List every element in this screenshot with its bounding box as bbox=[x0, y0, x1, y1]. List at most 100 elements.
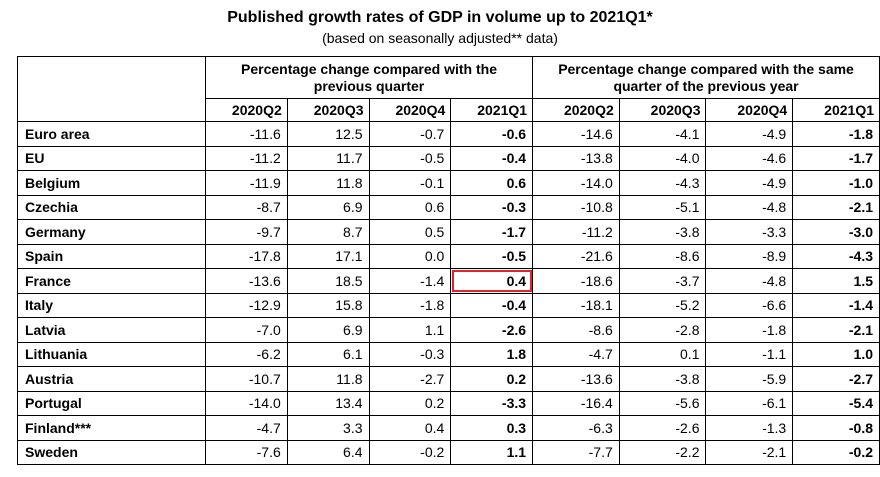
value-cell-prev-quarter: 1.8 bbox=[450, 341, 534, 367]
value-cell-prev-year: -2.1 bbox=[705, 439, 794, 465]
value-cell-prev-year: -3.8 bbox=[618, 219, 707, 245]
value-cell-prev-year: 1.5 bbox=[792, 268, 880, 294]
value-cell-prev-year: -3.7 bbox=[618, 268, 707, 294]
value-cell-prev-quarter: 6.1 bbox=[286, 341, 370, 367]
value-cell-prev-year: -5.6 bbox=[618, 390, 707, 416]
country-label: Latvia bbox=[17, 317, 206, 343]
value-cell-prev-year: -2.7 bbox=[792, 366, 880, 392]
value-cell-prev-year: -4.7 bbox=[532, 341, 620, 367]
value-cell-prev-quarter: -11.9 bbox=[204, 170, 288, 196]
value-cell-prev-year: -4.1 bbox=[618, 121, 707, 147]
table-row: Germany -9.7 8.7 0.5 -1.7 -11.2 -3.8 -3.3 -3.0 bbox=[17, 219, 880, 245]
value-cell-prev-quarter: -0.4 bbox=[450, 145, 534, 171]
value-cell-prev-quarter: 0.3 bbox=[450, 415, 534, 441]
value-cell-prev-year: -2.6 bbox=[618, 415, 707, 441]
value-cell-prev-year: -13.8 bbox=[532, 145, 620, 171]
country-label: Czechia bbox=[17, 194, 206, 220]
quarter-header: 2020Q3 bbox=[618, 98, 707, 122]
value-cell-prev-quarter: 1.1 bbox=[368, 317, 452, 343]
value-cell-prev-quarter: 17.1 bbox=[286, 243, 370, 269]
value-cell-prev-year: 1.0 bbox=[792, 341, 880, 367]
country-label: Lithuania bbox=[17, 341, 206, 367]
value-cell-prev-year: -2.1 bbox=[792, 194, 880, 220]
group-header-previous-quarter: Percentage change compared with the prev… bbox=[204, 56, 534, 99]
value-cell-prev-year: -18.6 bbox=[532, 268, 620, 294]
quarter-header: 2021Q1 bbox=[792, 98, 880, 122]
value-cell-prev-quarter: -0.3 bbox=[450, 194, 534, 220]
value-cell-prev-year: -4.3 bbox=[792, 243, 880, 269]
corner-header-cell bbox=[17, 56, 206, 122]
quarter-header: 2020Q2 bbox=[204, 98, 288, 122]
country-label: EU bbox=[17, 145, 206, 171]
value-cell-prev-year: -6.3 bbox=[532, 415, 620, 441]
table-row: EU -11.2 11.7 -0.5 -0.4 -13.8 -4.0 -4.6 -1.7 bbox=[17, 145, 880, 171]
value-cell-prev-quarter: -1.8 bbox=[368, 292, 452, 318]
table-subtitle: (based on seasonally adjusted** data) bbox=[322, 30, 558, 46]
table-row: Finland*** -4.7 3.3 0.4 0.3 -6.3 -2.6 -1.3 -0.8 bbox=[17, 415, 880, 441]
value-cell-prev-quarter: 11.7 bbox=[286, 145, 370, 171]
value-cell-prev-year: -5.2 bbox=[618, 292, 707, 318]
country-label: Finland*** bbox=[17, 415, 206, 441]
country-label: Belgium bbox=[17, 170, 206, 196]
value-cell-prev-year: -10.8 bbox=[532, 194, 620, 220]
value-cell-prev-quarter: 1.1 bbox=[450, 439, 534, 465]
value-cell-prev-quarter: -7.6 bbox=[204, 439, 288, 465]
value-cell-prev-year: -5.1 bbox=[618, 194, 707, 220]
value-cell-prev-year: -7.7 bbox=[532, 439, 620, 465]
value-cell-prev-quarter: 6.9 bbox=[286, 194, 370, 220]
value-cell-prev-quarter: -0.7 bbox=[368, 121, 452, 147]
value-cell-prev-year: -3.8 bbox=[618, 366, 707, 392]
value-cell-prev-quarter: -7.0 bbox=[204, 317, 288, 343]
value-cell-prev-quarter: -9.7 bbox=[204, 219, 288, 245]
value-cell-prev-year: -1.0 bbox=[792, 170, 880, 196]
value-cell-prev-year: -6.6 bbox=[705, 292, 794, 318]
value-cell-prev-year: -3.3 bbox=[705, 219, 794, 245]
value-cell-prev-quarter: 0.6 bbox=[450, 170, 534, 196]
value-cell-prev-year: -4.6 bbox=[705, 145, 794, 171]
value-cell-prev-quarter: -2.6 bbox=[450, 317, 534, 343]
value-cell-prev-quarter: 8.7 bbox=[286, 219, 370, 245]
value-cell-prev-quarter: -0.5 bbox=[368, 145, 452, 171]
value-cell-prev-year: -2.1 bbox=[792, 317, 880, 343]
value-cell-prev-year: -8.6 bbox=[618, 243, 707, 269]
country-label: France bbox=[17, 268, 206, 294]
value-cell-prev-quarter: 0.6 bbox=[368, 194, 452, 220]
value-cell-prev-quarter: 11.8 bbox=[286, 170, 370, 196]
country-label: Italy bbox=[17, 292, 206, 318]
value-cell-prev-year: -16.4 bbox=[532, 390, 620, 416]
value-cell-prev-year: -8.6 bbox=[532, 317, 620, 343]
table-row: Czechia -8.7 6.9 0.6 -0.3 -10.8 -5.1 -4.8 -2.1 bbox=[17, 194, 880, 220]
quarter-header: 2020Q2 bbox=[532, 98, 620, 122]
value-cell-prev-quarter: 0.5 bbox=[368, 219, 452, 245]
value-cell-prev-year: -4.0 bbox=[618, 145, 707, 171]
value-cell-prev-quarter: 11.8 bbox=[286, 366, 370, 392]
value-cell-prev-year: -2.8 bbox=[618, 317, 707, 343]
value-cell-prev-year: -8.9 bbox=[705, 243, 794, 269]
value-cell-prev-year: -5.9 bbox=[705, 366, 794, 392]
value-cell-prev-year: -4.9 bbox=[705, 121, 794, 147]
value-cell-prev-quarter: 0.0 bbox=[368, 243, 452, 269]
value-cell-prev-quarter: 12.5 bbox=[286, 121, 370, 147]
quarter-header: 2021Q1 bbox=[450, 98, 534, 122]
value-cell-prev-quarter: -6.2 bbox=[204, 341, 288, 367]
value-cell-prev-quarter: -17.8 bbox=[204, 243, 288, 269]
gdp-growth-table: Percentage change compared with the prev… bbox=[17, 56, 880, 465]
value-cell-prev-quarter: 13.4 bbox=[286, 390, 370, 416]
value-cell-prev-quarter: 18.5 bbox=[286, 268, 370, 294]
value-cell-prev-year: -13.6 bbox=[532, 366, 620, 392]
table-row: Austria -10.7 11.8 -2.7 0.2 -13.6 -3.8 -5.9 -2.7 bbox=[17, 366, 880, 392]
table-row: France -13.6 18.5 -1.4 0.4 -18.6 -3.7 -4.8 1.5 bbox=[17, 268, 880, 294]
value-cell-prev-year: -1.3 bbox=[705, 415, 794, 441]
value-cell-prev-quarter: -11.6 bbox=[204, 121, 288, 147]
country-label: Spain bbox=[17, 243, 206, 269]
quarter-header: 2020Q3 bbox=[286, 98, 370, 122]
table-row: Lithuania -6.2 6.1 -0.3 1.8 -4.7 0.1 -1.1 1.0 bbox=[17, 341, 880, 367]
value-cell-prev-year: -1.7 bbox=[792, 145, 880, 171]
value-cell-prev-year: -4.8 bbox=[705, 194, 794, 220]
table-title: Published growth rates of GDP in volume … bbox=[227, 9, 653, 26]
value-cell-prev-quarter: -0.6 bbox=[450, 121, 534, 147]
group-header-previous-year: Percentage change compared with the same… bbox=[532, 56, 880, 99]
value-cell-prev-quarter: -8.7 bbox=[204, 194, 288, 220]
value-cell-prev-year: -0.2 bbox=[792, 439, 880, 465]
value-cell-prev-quarter: -3.3 bbox=[450, 390, 534, 416]
